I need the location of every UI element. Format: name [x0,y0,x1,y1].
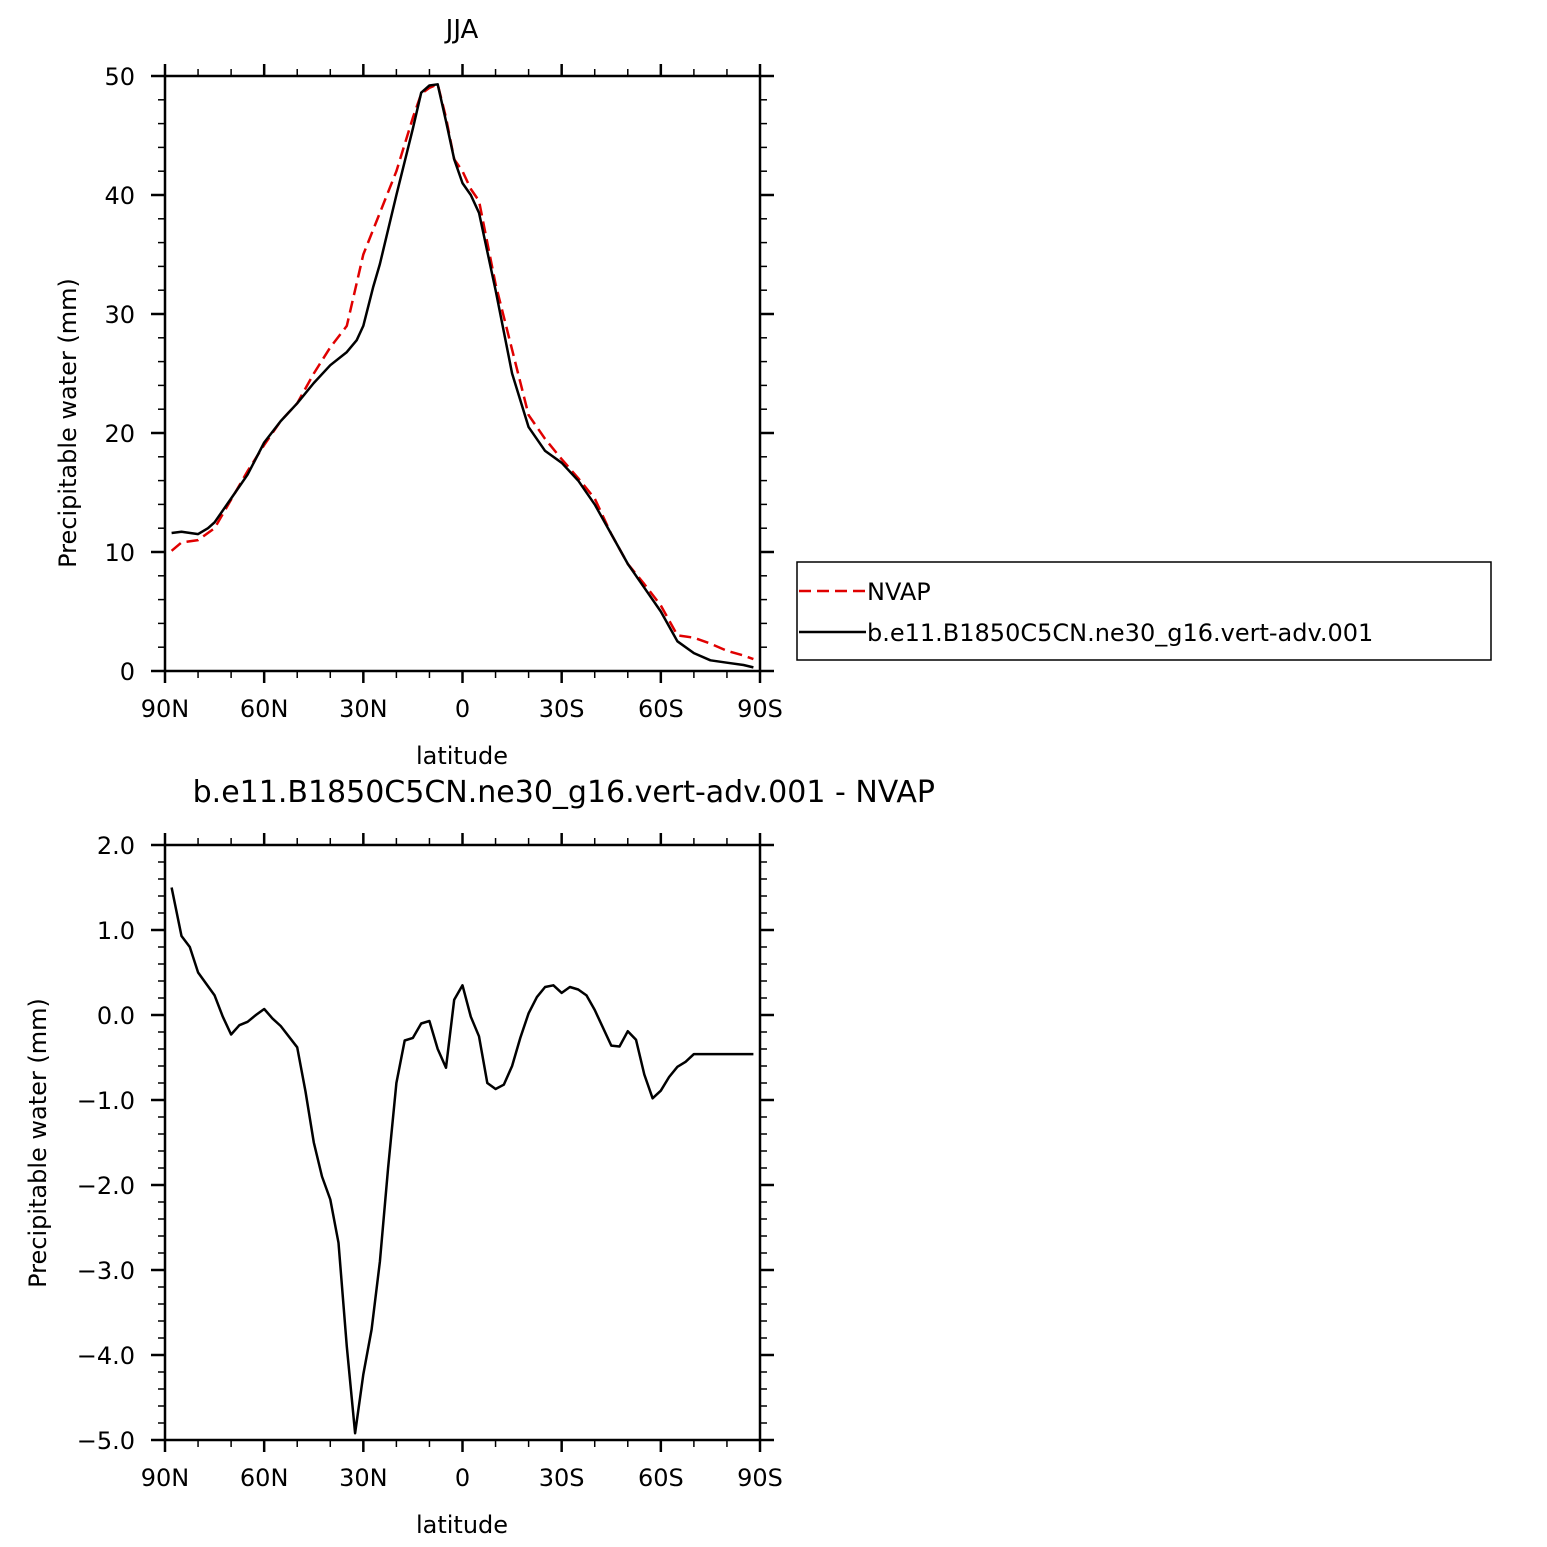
top-series-group [170,83,754,669]
top-y-axis-label: Precipitable water (mm) [54,278,82,568]
top-x-tick-label: 30S [539,695,585,723]
bottom-axis-ticks: 90N 60N 30N 0 30S 60S 90S 2.0 1.0 0.0 −1.0 −2.0 −3.0… [77,832,783,1492]
bottom-y-tick-label: 2.0 [97,832,135,860]
bottom-x-tick-label: 60S [638,1464,684,1492]
bottom-series-line-0 [170,887,754,1435]
bottom-x-tick-label: 30S [539,1464,585,1492]
bottom-x-axis-label: latitude [416,1511,508,1539]
bottom-plot-frame [163,843,762,1442]
top-y-tick-label: 10 [104,539,135,567]
top-y-tick-label: 20 [104,420,135,448]
bottom-x-tick-label: 0 [455,1464,470,1492]
bottom-y-tick-label: −5.0 [77,1427,135,1455]
bottom-chart-title: b.e11.B1850C5CN.ne30_g16.vert-adv.001 - … [193,775,935,810]
top-x-tick-label: 60S [638,695,684,723]
top-chart-title: JJA [444,15,479,45]
legend: NVAP b.e11.B1850C5CN.ne30_g16.vert-adv.0… [796,561,1492,661]
bottom-y-axis-label: Precipitable water (mm) [24,998,52,1288]
bottom-x-tick-label: 90N [141,1464,190,1492]
bottom-y-tick-label: −4.0 [77,1342,135,1370]
legend-label-nvap: NVAP [867,578,931,606]
bottom-panel: b.e11.B1850C5CN.ne30_g16.vert-adv.001 - … [24,775,935,1539]
top-panel: JJA 90N 60N 30N 0 30S 60S 90S 0 10 20 30 40 50 latit… [54,15,783,770]
top-y-tick-label: 40 [104,182,135,210]
bottom-y-tick-label: 1.0 [97,917,135,945]
top-x-tick-label: 60N [240,695,289,723]
legend-label-model: b.e11.B1850C5CN.ne30_g16.vert-adv.001 [867,619,1373,647]
bottom-x-tick-label: 60N [240,1464,289,1492]
top-y-tick-label: 30 [104,301,135,329]
bottom-y-tick-label: −3.0 [77,1257,135,1285]
bottom-y-tick-label: −2.0 [77,1172,135,1200]
top-x-tick-label: 90N [141,695,190,723]
top-x-tick-label: 90S [737,695,783,723]
top-y-tick-label: 0 [120,658,135,686]
top-axis-ticks: 90N 60N 30N 0 30S 60S 90S 0 10 20 30 40 50 [104,63,782,723]
top-x-tick-label: 30N [339,695,388,723]
top-series-line-1 [171,83,754,669]
bottom-x-tick-label: 90S [737,1464,783,1492]
top-x-axis-label: latitude [416,742,508,770]
top-x-tick-label: 0 [455,695,470,723]
bottom-series-group [170,887,754,1435]
bottom-y-tick-label: −1.0 [77,1087,135,1115]
top-series-line-0 [170,83,754,661]
bottom-x-tick-label: 30N [339,1464,388,1492]
top-y-tick-label: 50 [104,63,135,91]
legend-box [796,561,1492,661]
bottom-y-tick-label: 0.0 [97,1002,135,1030]
top-plot-frame [163,74,762,673]
